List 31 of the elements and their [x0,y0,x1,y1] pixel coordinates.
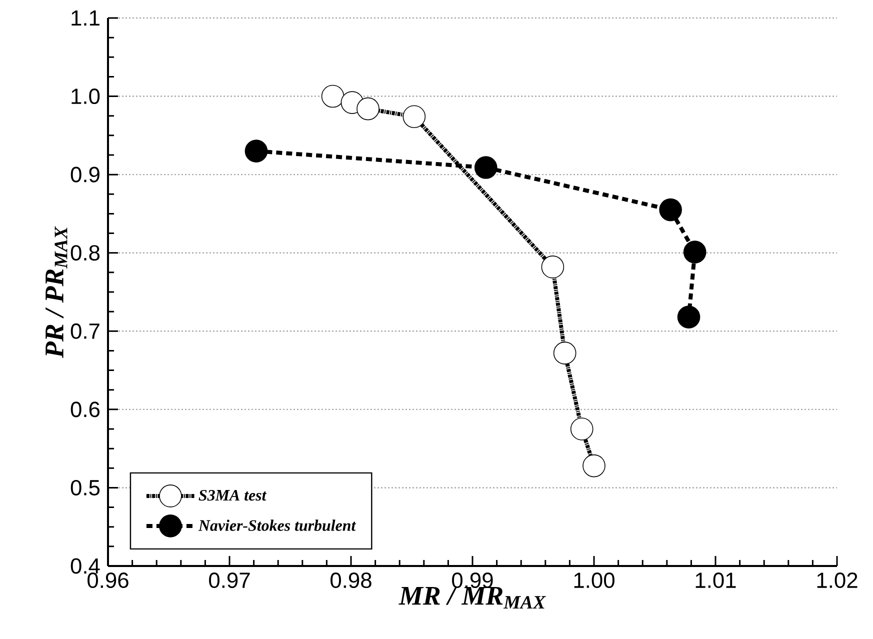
point [582,454,606,478]
legend-label: Navier-Stokes turbulent [198,520,356,531]
point [321,84,344,108]
x-tick-label: 0.96 [88,572,128,588]
y-tick-label: 0.6 [70,402,100,418]
point [244,140,268,162]
y-tick-label: 0.8 [70,245,100,261]
x-tick-label: 1.01 [696,572,736,588]
y-tick-label: 0.5 [70,480,100,496]
point [553,342,576,364]
x-tick-label: 1.02 [817,572,858,588]
x-tick-label: 0.98 [330,572,372,588]
y-tick-label: 0.7 [70,323,100,339]
point [570,418,594,440]
legend-label: S3MA test [198,490,267,501]
x-tick-label: 0.97 [209,572,250,588]
point [402,105,426,128]
x-axis-title: MR / MR$_{MAX}$ [398,586,546,608]
x-tick-label: 0.99 [452,572,493,588]
point [677,306,700,328]
point [683,240,706,264]
point [541,256,564,278]
point [474,156,498,179]
point [356,97,380,120]
x-tick-label: 1.00 [574,572,614,588]
y-axis-title: PR / PR$_{MAX}$ [46,226,68,358]
y-tick-label: 1.0 [72,88,100,104]
y-tick-label: 1.1 [72,10,100,26]
y-tick-label: 0.4 [70,558,100,574]
point [659,198,682,222]
y-tick-label: 0.9 [70,166,100,182]
